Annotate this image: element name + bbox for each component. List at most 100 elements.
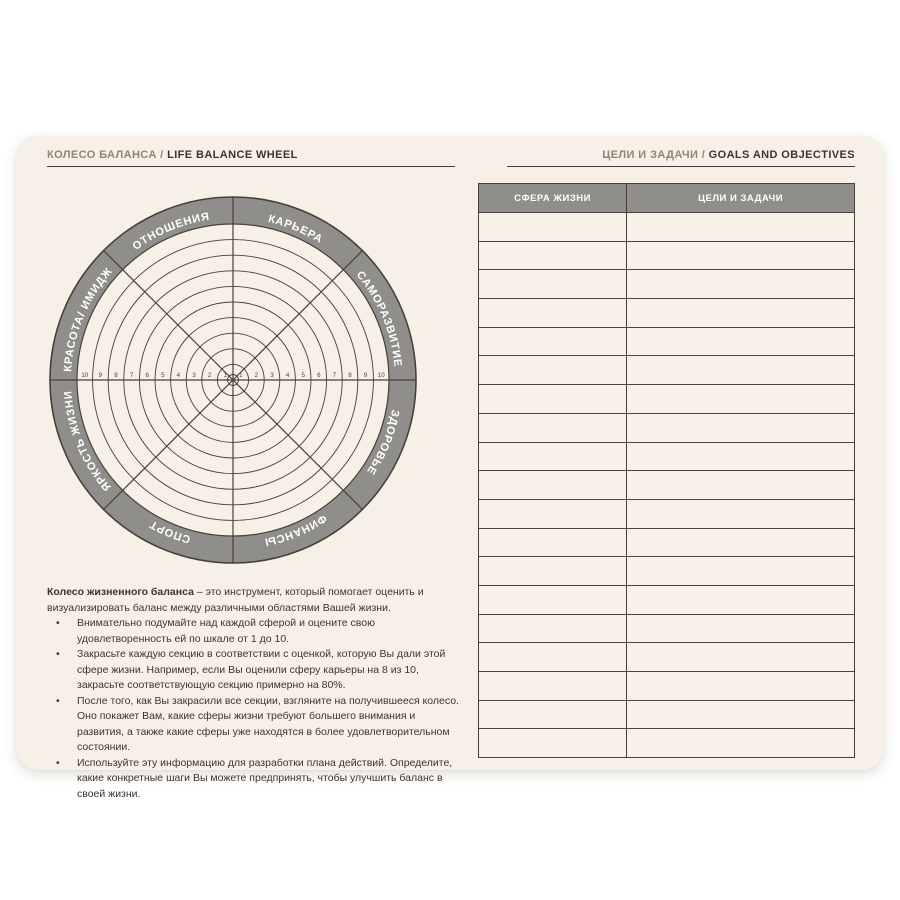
- goals-cell: [627, 414, 854, 442]
- bullet-text: Используйте эту информацию для разработк…: [77, 756, 453, 800]
- table-row: [479, 471, 854, 500]
- sphere-cell: [479, 471, 628, 499]
- sphere-cell: [479, 614, 628, 643]
- wheel-scale-number: 2: [208, 372, 212, 379]
- wheel-scale-number: 3: [192, 372, 196, 379]
- planner-page: КОЛЕСО БАЛАНСА / LIFE BALANCE WHEEL ЦЕЛИ…: [16, 136, 884, 800]
- sphere-cell: [479, 213, 628, 241]
- table-row: [479, 557, 854, 586]
- wheel-scale-number: 1: [223, 372, 227, 379]
- bullet-item: • Используйте эту информацию для разработ…: [47, 756, 459, 803]
- table-row: [479, 585, 854, 615]
- goals-cell: [627, 213, 854, 241]
- table-row: [479, 270, 854, 300]
- wheel-scale-number: 8: [348, 372, 352, 379]
- bullet-item: • Внимательно подумайте над каждой сферой…: [47, 616, 459, 647]
- goals-cell: [627, 615, 854, 643]
- sphere-cell: [479, 643, 628, 671]
- bullet-text: Внимательно подумайте над каждой сферой …: [77, 617, 375, 645]
- wheel-description: Колесо жизненного баланса – это инструме…: [47, 585, 459, 802]
- bullet-text: После того, как Вы закрасили все секции,…: [77, 694, 459, 754]
- sphere-cell: [479, 413, 628, 442]
- wheel-scale-number: 3: [270, 372, 274, 379]
- left-header-en: LIFE BALANCE WHEEL: [167, 149, 298, 161]
- bullet-text: Закрасьте каждую секцию в соответствии с…: [77, 648, 446, 691]
- table-row: [479, 729, 854, 758]
- sphere-cell: [479, 585, 628, 614]
- goals-cell: [627, 299, 854, 327]
- sphere-cell: [479, 385, 628, 413]
- sphere-cell: [479, 241, 628, 270]
- sphere-cell: [479, 299, 628, 327]
- wheel-scale-number: 6: [145, 372, 149, 379]
- sphere-cell: [479, 442, 628, 471]
- table-row: [479, 442, 854, 472]
- table-row: [479, 700, 854, 730]
- goals-table-header: СФЕРА ЖИЗНИ ЦЕЛИ И ЗАДАЧИ: [479, 184, 854, 213]
- goals-table-body: [479, 213, 854, 758]
- goals-cell: [627, 701, 854, 729]
- right-header-en: GOALS AND OBJECTIVES: [708, 149, 855, 161]
- wheel-scale-number: 1: [239, 372, 243, 379]
- wheel-scale-number: 5: [161, 372, 165, 379]
- sphere-cell: [479, 700, 628, 729]
- table-row: [479, 643, 854, 672]
- goals-cell: [627, 328, 854, 356]
- bullet-marker: •: [56, 756, 60, 769]
- goals-cell: [627, 242, 854, 270]
- right-page-header: ЦЕЛИ И ЗАДАЧИ / GOALS AND OBJECTIVES: [507, 149, 855, 167]
- table-row: [479, 413, 854, 443]
- wheel-scale-number: 5: [301, 372, 305, 379]
- wheel-scale-number: 10: [378, 372, 385, 379]
- table-row: [479, 385, 854, 414]
- sphere-cell: [479, 270, 628, 299]
- table-row: [479, 299, 854, 328]
- table-row: [479, 528, 854, 558]
- wheel-spoke: [103, 379, 234, 510]
- wheel-spoke: [232, 250, 363, 381]
- description-lead-rest: – это инструмент, который помогает оцени…: [47, 586, 424, 614]
- wheel-scale-number: 7: [130, 372, 134, 379]
- goals-cell: [627, 529, 854, 557]
- bullet-item: • Закрасьте каждую секцию в соответствии …: [47, 647, 459, 694]
- sphere-cell: [479, 499, 628, 528]
- goals-cell: [627, 672, 854, 700]
- goals-cell: [627, 500, 854, 528]
- column-header-sphere: СФЕРА ЖИЗНИ: [479, 184, 628, 212]
- goals-cell: [627, 443, 854, 471]
- life-balance-wheel: 1 12 23 34 45 56 67 78 89 910 10КАРЬЕРАСАМОРАЗВИТИ…: [49, 196, 417, 564]
- goals-cell: [627, 270, 854, 298]
- wheel-scale-number: 6: [317, 372, 321, 379]
- bullet-marker: •: [56, 648, 60, 660]
- goals-cell: [627, 586, 854, 614]
- goals-table: СФЕРА ЖИЗНИ ЦЕЛИ И ЗАДАЧИ: [478, 183, 855, 758]
- table-row: [479, 327, 854, 357]
- wheel-scale-number: 10: [81, 372, 88, 379]
- goals-cell: [627, 643, 854, 671]
- wheel-spoke: [232, 379, 363, 510]
- left-header-ru: КОЛЕСО БАЛАНСА /: [47, 149, 168, 161]
- bullet-item: • После того, как Вы закрасили все секции…: [47, 694, 459, 756]
- description-lead: Колесо жизненного баланса – это инструме…: [47, 585, 459, 616]
- wheel-scale-number: 4: [286, 372, 290, 379]
- sphere-cell: [479, 327, 628, 356]
- sphere-cell: [479, 557, 628, 585]
- sphere-cell: [479, 356, 628, 385]
- wheel-scale-number: 9: [99, 372, 103, 379]
- goals-cell: [627, 471, 854, 499]
- table-row: [479, 241, 854, 271]
- left-page-header: КОЛЕСО БАЛАНСА / LIFE BALANCE WHEEL: [47, 149, 455, 167]
- sphere-cell: [479, 528, 628, 557]
- description-bullets: • Внимательно подумайте над каждой сферой…: [47, 616, 459, 802]
- sphere-cell: [479, 672, 628, 700]
- wheel-scale-number: 4: [177, 372, 181, 379]
- wheel-spoke: [103, 250, 234, 381]
- sphere-cell: [479, 729, 628, 758]
- wheel-scale-number: 8: [114, 372, 118, 379]
- table-row: [479, 213, 854, 242]
- table-row: [479, 499, 854, 529]
- wheel-scale-number: 9: [364, 372, 368, 379]
- description-lead-bold: Колесо жизненного баланса: [47, 586, 194, 598]
- column-header-goals: ЦЕЛИ И ЗАДАЧИ: [698, 192, 784, 204]
- goals-cell: [627, 729, 854, 757]
